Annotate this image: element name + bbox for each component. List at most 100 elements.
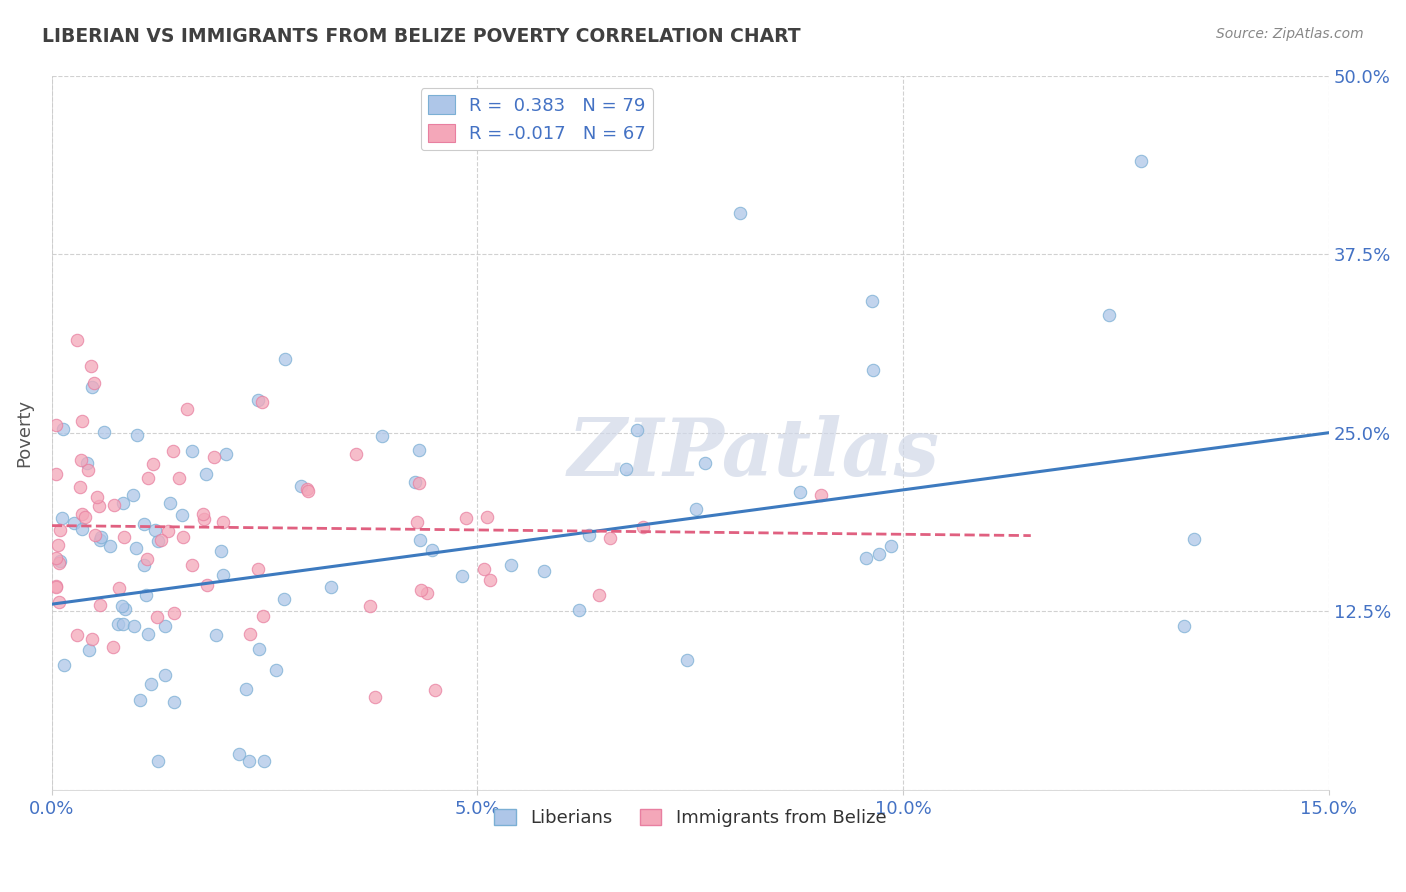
Point xyxy=(404,475,426,489)
Point xyxy=(125,541,148,556)
Point xyxy=(533,564,555,578)
Point xyxy=(49,554,72,568)
Point xyxy=(45,467,67,481)
Point xyxy=(77,463,100,477)
Legend: Liberians, Immigrants from Belize: Liberians, Immigrants from Belize xyxy=(486,802,894,835)
Point xyxy=(599,532,621,546)
Point xyxy=(290,478,312,492)
Point xyxy=(145,609,167,624)
Point xyxy=(215,446,238,460)
Point xyxy=(422,542,444,557)
Point xyxy=(209,544,232,558)
Point xyxy=(195,578,218,592)
Point xyxy=(86,490,108,504)
Point xyxy=(103,640,125,655)
Point xyxy=(423,682,446,697)
Point xyxy=(70,415,93,429)
Point xyxy=(264,663,287,677)
Point xyxy=(364,690,387,704)
Point xyxy=(170,508,193,523)
Point xyxy=(143,523,166,537)
Point xyxy=(247,562,270,576)
Point xyxy=(855,551,877,566)
Point xyxy=(77,643,100,657)
Point xyxy=(416,585,439,599)
Point xyxy=(568,603,591,617)
Point xyxy=(107,581,129,595)
Point xyxy=(107,616,129,631)
Point xyxy=(93,425,115,440)
Point xyxy=(80,379,103,393)
Point xyxy=(247,393,270,408)
Point xyxy=(141,677,163,691)
Point xyxy=(70,507,93,521)
Point xyxy=(239,627,262,641)
Point xyxy=(122,619,145,633)
Point xyxy=(181,558,204,572)
Point xyxy=(112,496,135,510)
Point xyxy=(103,498,125,512)
Point xyxy=(69,452,91,467)
Point xyxy=(83,376,105,390)
Point xyxy=(76,456,98,470)
Point xyxy=(48,556,70,570)
Point xyxy=(90,530,112,544)
Point xyxy=(191,507,214,521)
Point xyxy=(80,359,103,373)
Point xyxy=(477,509,499,524)
Point xyxy=(49,523,72,537)
Point xyxy=(163,606,186,620)
Point xyxy=(204,450,226,464)
Point xyxy=(138,627,160,641)
Point xyxy=(181,444,204,458)
Point xyxy=(409,533,432,547)
Point xyxy=(626,423,648,437)
Point xyxy=(98,540,121,554)
Point xyxy=(631,520,654,534)
Point xyxy=(235,681,257,696)
Point xyxy=(148,755,170,769)
Point xyxy=(247,642,270,657)
Point xyxy=(45,417,67,432)
Point xyxy=(371,428,394,442)
Point xyxy=(614,462,637,476)
Point xyxy=(252,608,274,623)
Point xyxy=(411,583,433,598)
Point xyxy=(478,573,501,587)
Point xyxy=(114,531,136,545)
Point xyxy=(146,534,169,549)
Point xyxy=(359,599,381,613)
Point xyxy=(73,510,96,524)
Point xyxy=(110,599,132,614)
Point xyxy=(129,693,152,707)
Point xyxy=(70,523,93,537)
Point xyxy=(695,456,717,470)
Point xyxy=(122,488,145,502)
Point xyxy=(84,528,107,542)
Point xyxy=(868,547,890,561)
Point xyxy=(172,530,194,544)
Point xyxy=(789,485,811,500)
Point xyxy=(194,467,217,481)
Point xyxy=(472,562,495,576)
Point xyxy=(48,594,70,608)
Point xyxy=(578,528,600,542)
Point xyxy=(135,552,157,566)
Point xyxy=(167,471,190,485)
Point xyxy=(406,515,429,529)
Point xyxy=(155,668,177,682)
Point xyxy=(1130,154,1153,169)
Text: LIBERIAN VS IMMIGRANTS FROM BELIZE POVERTY CORRELATION CHART: LIBERIAN VS IMMIGRANTS FROM BELIZE POVER… xyxy=(42,27,801,45)
Point xyxy=(52,422,75,436)
Point xyxy=(1098,308,1121,322)
Point xyxy=(860,293,883,308)
Text: ZIPatlas: ZIPatlas xyxy=(568,416,941,493)
Point xyxy=(111,617,134,632)
Text: Source: ZipAtlas.com: Source: ZipAtlas.com xyxy=(1216,27,1364,41)
Point xyxy=(274,352,297,367)
Point xyxy=(162,695,184,709)
Point xyxy=(135,588,157,602)
Point xyxy=(157,524,180,539)
Point xyxy=(730,206,752,220)
Point xyxy=(66,333,89,347)
